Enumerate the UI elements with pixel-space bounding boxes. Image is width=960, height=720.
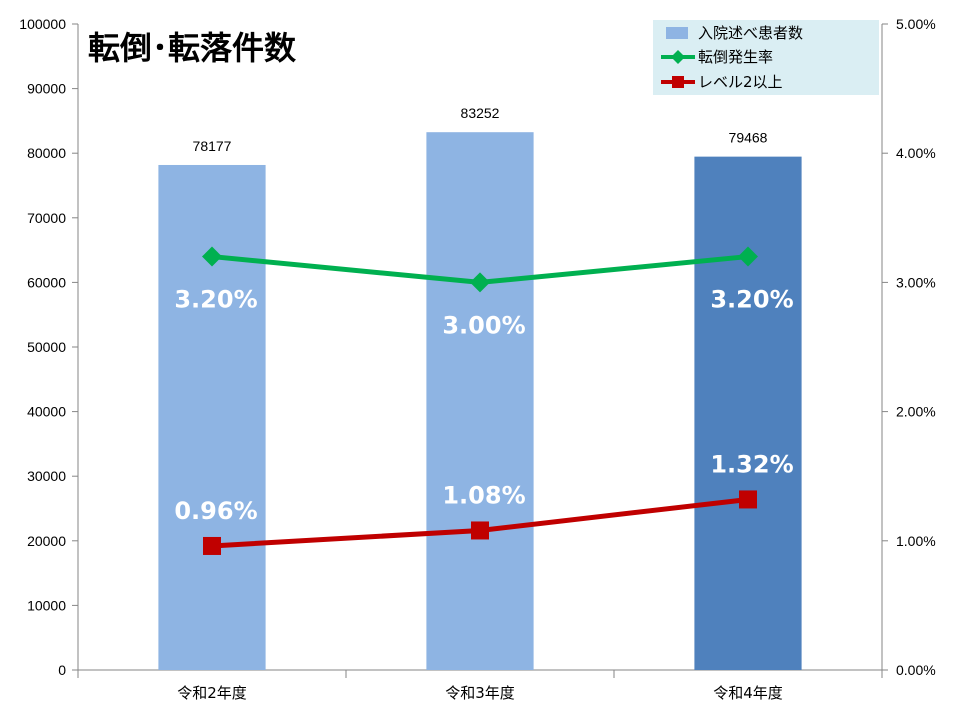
data-labels: 78177 83252 79468 3.20% 3.00% 3.20% 0.96% 1.08%… (174, 105, 793, 525)
x-tick-label: 令和3年度 (445, 684, 515, 702)
line-value-label: 3.20% (174, 286, 257, 314)
x-tick-label: 令和2年度 (177, 684, 247, 702)
legend-swatch-marker (671, 50, 685, 64)
y-left-tick-label: 30000 (27, 468, 66, 484)
line-point (203, 536, 221, 555)
bar-value-label: 78177 (193, 138, 232, 154)
y-right-tick-label: 3.00% (896, 274, 936, 290)
y-left-tick-label: 40000 (27, 404, 66, 420)
line-point (470, 272, 490, 293)
line-value-label: 3.00% (442, 311, 525, 339)
line-point (471, 521, 489, 540)
x-tick-label: 令和4年度 (713, 684, 783, 702)
y-left-tick-label: 20000 (27, 533, 66, 549)
lines (202, 246, 758, 555)
y-left-tick-label: 70000 (27, 210, 66, 226)
line-point (739, 490, 757, 509)
line-value-label: 1.08% (442, 481, 525, 509)
line-value-label: 1.32% (710, 450, 793, 478)
y-right-tick-label: 4.00% (896, 145, 936, 161)
y-left-tick-label: 50000 (27, 339, 66, 355)
chart-title: 転倒･転落件数 (88, 29, 297, 67)
y-left-tick-label: 90000 (27, 81, 66, 97)
line-value-label: 3.20% (710, 286, 793, 314)
bar-value-label: 83252 (461, 105, 500, 121)
y-left-tick-label: 80000 (27, 145, 66, 161)
bar-value-label: 79468 (729, 130, 768, 146)
y-left-tick-label: 0 (58, 662, 66, 678)
legend-swatch-marker (672, 76, 684, 88)
y-right-tick-label: 0.00% (896, 662, 936, 678)
y-left-tick-label: 10000 (27, 597, 66, 613)
line-point (738, 246, 758, 267)
y-left-tick-label: 100000 (19, 16, 66, 32)
bar (694, 156, 802, 670)
y-right-tick-label: 5.00% (896, 16, 936, 32)
bar (426, 132, 534, 670)
legend-label: レベル2以上 (698, 73, 783, 91)
line-point (202, 246, 222, 267)
y-right-tick-label: 1.00% (896, 533, 936, 549)
bars (158, 132, 802, 671)
legend-label: 転倒発生率 (698, 48, 773, 66)
y-right-tick-label: 2.00% (896, 404, 936, 420)
legend-swatch (666, 27, 688, 39)
line-value-label: 0.96% (174, 497, 257, 525)
bar (158, 164, 266, 671)
legend-label: 入院述べ患者数 (698, 24, 803, 42)
y-left-tick-label: 60000 (27, 274, 66, 290)
